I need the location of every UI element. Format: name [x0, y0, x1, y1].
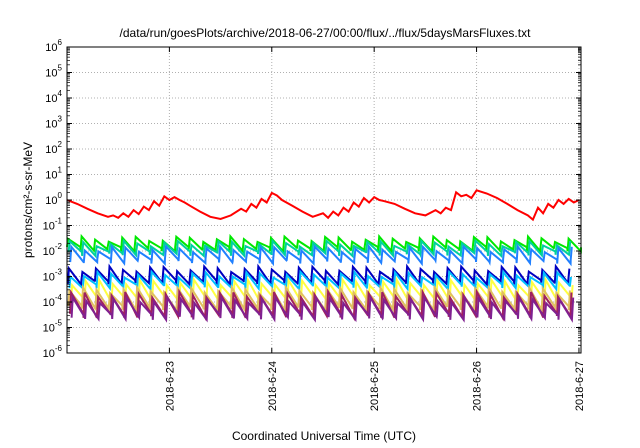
y-axis-label: protons/cm²-s-sr-MeV — [21, 142, 35, 258]
y-tick-label: 104 — [45, 89, 62, 105]
x-tick-label: 2018-6-24 — [267, 361, 279, 411]
x-tick-label: 2018-6-27 — [574, 361, 586, 411]
flux-series-line — [66, 189, 580, 222]
flux-series-line — [66, 263, 571, 288]
y-tick-label: 10-3 — [43, 268, 63, 284]
y-tick-label: 106 — [45, 38, 62, 54]
x-tick-label: 2018-6-25 — [369, 361, 381, 411]
flux-series-line — [70, 294, 575, 323]
y-tick-label: 103 — [45, 115, 62, 131]
y-tick-label: 102 — [45, 140, 62, 156]
y-tick-label: 10-5 — [43, 319, 63, 335]
y-tick-label: 10-2 — [43, 242, 63, 258]
x-axis-label: Coordinated Universal Time (UTC) — [232, 429, 416, 443]
flux-series-line — [69, 243, 573, 267]
x-tick-label: 2018-6-23 — [164, 361, 176, 411]
flux-series-line — [69, 288, 573, 322]
chart-title: /data/run/goesPlots/archive/2018-06-27/0… — [120, 26, 532, 40]
y-tick-label: 101 — [45, 166, 62, 182]
y-tick-label: 10-4 — [43, 293, 63, 309]
series-group — [66, 189, 582, 323]
y-tick-label: 10-1 — [43, 217, 63, 233]
x-tick-label: 2018-6-26 — [472, 361, 484, 411]
y-tick-label: 10-6 — [43, 344, 63, 360]
x-axis-ticks: 2018-6-23 2018-6-24 2018-6-25 2018-6-26 2018… — [164, 47, 586, 411]
flux-series-line — [67, 238, 572, 259]
y-axis-ticks: 10-6 10-5 10-4 10-3 10-2 10-1 100 101 102 103 104 1… — [43, 38, 581, 360]
flux-series-line — [66, 233, 582, 254]
flux-series-line — [68, 269, 572, 292]
y-tick-label: 100 — [45, 191, 62, 207]
y-tick-label: 105 — [45, 64, 62, 80]
